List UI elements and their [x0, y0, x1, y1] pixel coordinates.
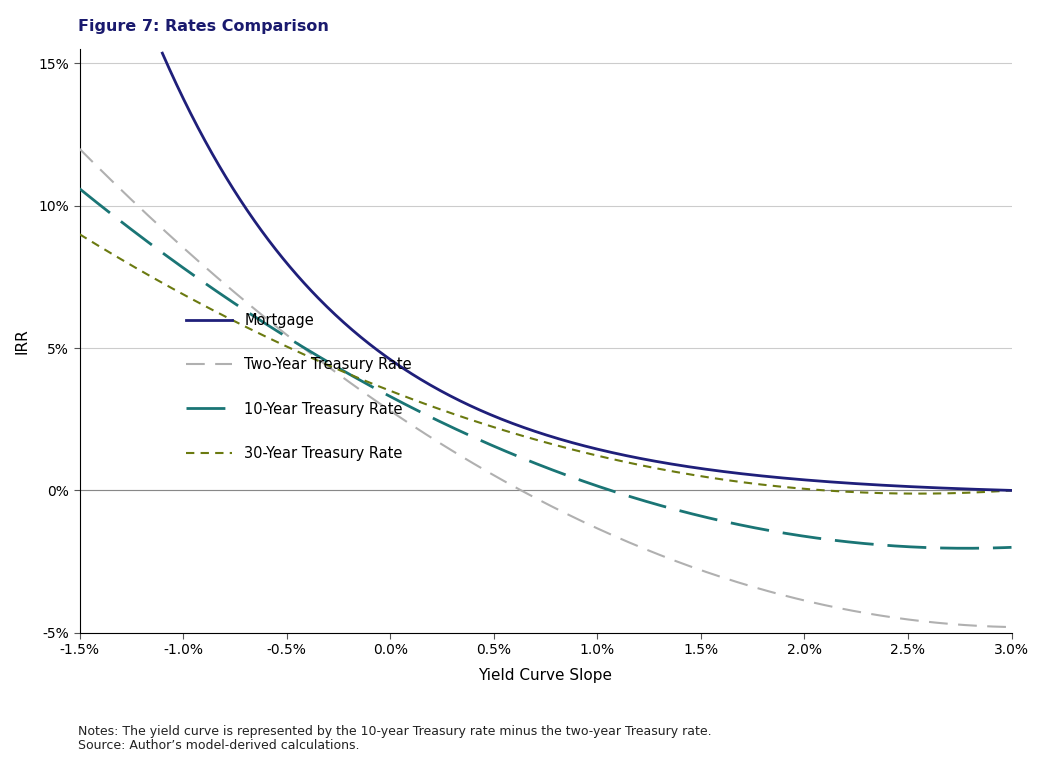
Text: Figure 7: Rates Comparison: Figure 7: Rates Comparison — [78, 19, 329, 34]
Y-axis label: IRR: IRR — [15, 328, 30, 354]
Legend: Mortgage, Two-Year Treasury Rate, 10-Year Treasury Rate, 30-Year Treasury Rate: Mortgage, Two-Year Treasury Rate, 10-Yea… — [180, 307, 418, 467]
Text: Source: Author’s model-derived calculations.: Source: Author’s model-derived calculati… — [78, 739, 360, 751]
X-axis label: Yield Curve Slope: Yield Curve Slope — [478, 668, 613, 683]
Text: Notes: The yield curve is represented by the 10-year Treasury rate minus the two: Notes: The yield curve is represented by… — [78, 725, 712, 738]
